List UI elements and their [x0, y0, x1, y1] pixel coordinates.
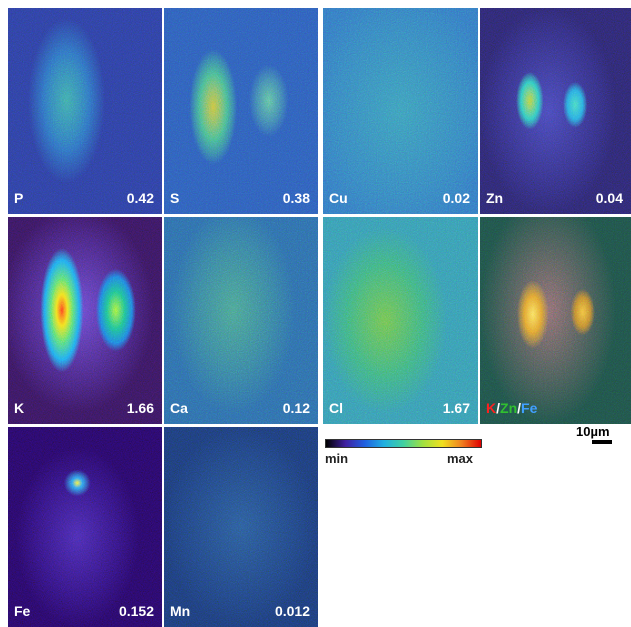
colorbar-min: min	[325, 451, 349, 466]
overlay-part: Fe	[521, 400, 538, 416]
element-map: P 0.42	[8, 8, 162, 214]
element-label: Cl	[329, 400, 343, 416]
overlay-part: Zn	[500, 400, 518, 416]
element-label: Ca	[170, 400, 188, 416]
element-map: Ca 0.12	[164, 217, 318, 424]
element-map: Cl 1.67	[323, 217, 478, 424]
colorbar	[325, 439, 482, 448]
element-label: K	[14, 400, 25, 416]
colorbar-max: max	[447, 451, 474, 466]
scale-bar	[592, 440, 612, 444]
overlay-label: K/Zn/Fe	[486, 400, 537, 416]
element-map: Mn 0.012	[164, 427, 318, 627]
overlay-map: K/Zn/Fe	[480, 217, 631, 424]
element-map: Zn 0.04	[480, 8, 631, 214]
element-label: Cu	[329, 190, 348, 206]
separator: /	[517, 400, 522, 416]
element-label: P	[14, 190, 24, 206]
max-value: 0.04	[595, 190, 623, 206]
max-value: 0.02	[442, 190, 470, 206]
element-label: Mn	[170, 603, 191, 619]
max-value: 0.012	[274, 603, 310, 619]
max-value: 1.67	[442, 400, 470, 416]
max-value: 0.152	[118, 603, 154, 619]
overlay-part: K	[486, 400, 497, 416]
element-label: Fe	[14, 603, 31, 619]
element-label: Zn	[486, 190, 504, 206]
separator: /	[496, 400, 501, 416]
element-map: Cu 0.02	[323, 8, 478, 214]
max-value: 1.66	[126, 400, 154, 416]
element-label: S	[170, 190, 180, 206]
max-value: 0.38	[282, 190, 310, 206]
max-value: 0.42	[126, 190, 154, 206]
element-map: K 1.66	[8, 217, 162, 424]
max-value: 0.12	[282, 400, 310, 416]
element-map: S 0.38	[164, 8, 318, 214]
scale-bar-label: 10µm	[576, 424, 610, 439]
element-map: Fe 0.152	[8, 427, 162, 627]
